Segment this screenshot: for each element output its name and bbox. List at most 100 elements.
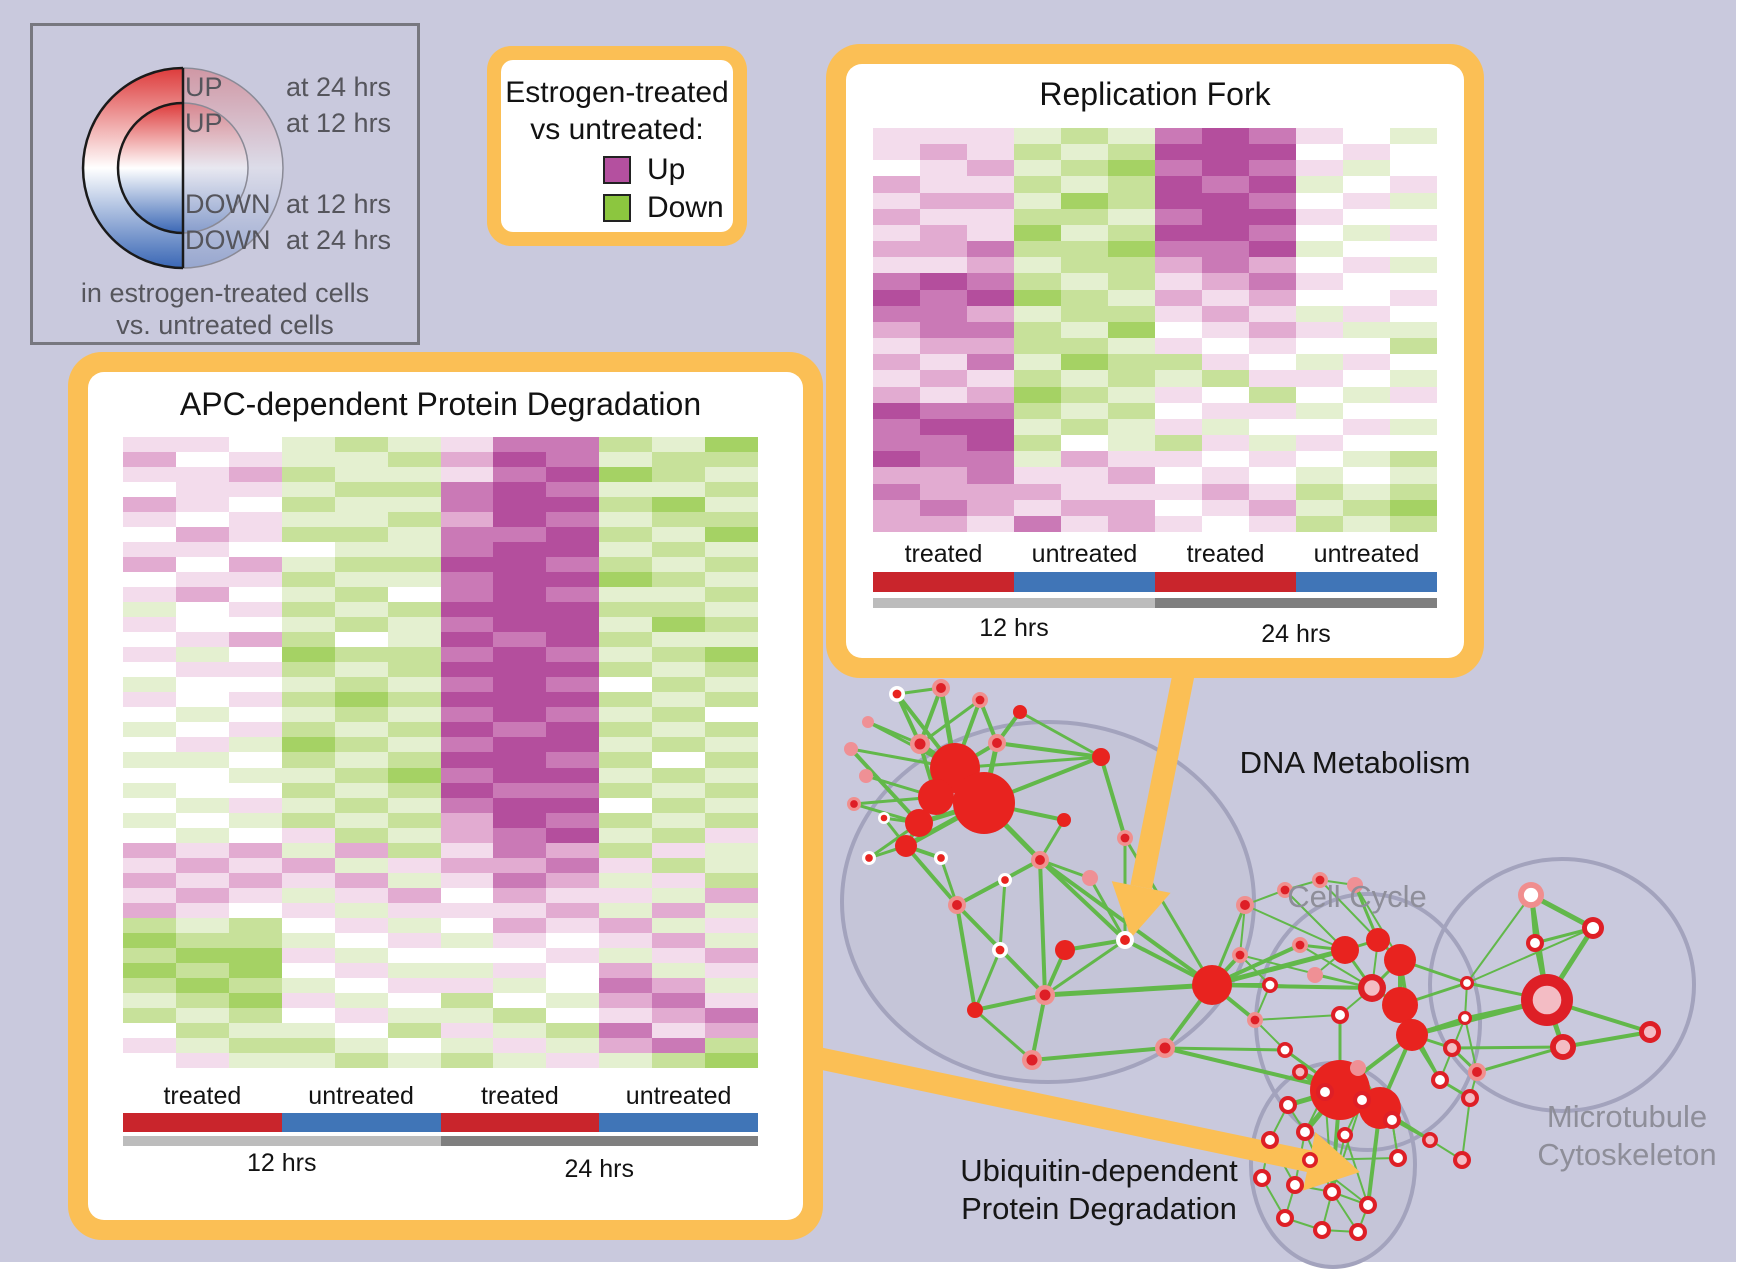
network-node-core-u16	[1305, 1155, 1315, 1165]
heat-cell	[334, 692, 388, 708]
heat-cell	[873, 160, 920, 177]
network-edge	[1466, 894, 1532, 984]
heat-cell	[599, 782, 653, 798]
heat-cell	[440, 482, 494, 498]
heat-cell	[493, 602, 547, 618]
heat-cell	[1061, 224, 1108, 242]
heat-cell	[387, 572, 441, 588]
network-node-ring-c12	[1384, 944, 1416, 976]
heat-cell	[1390, 289, 1437, 306]
sample-bar-2	[440, 1113, 600, 1132]
heat-cell	[1014, 305, 1061, 322]
heat-cell	[873, 192, 920, 209]
network-node-core-c9	[1295, 940, 1305, 950]
heat-cell	[1296, 224, 1343, 242]
heat-cell	[387, 467, 441, 483]
rf-title: Replication Fork	[1039, 76, 1271, 112]
heat-cell	[1014, 176, 1061, 193]
heat-cell	[440, 812, 494, 828]
heat-cell	[1108, 257, 1155, 274]
up24-dir: UP	[185, 72, 223, 102]
heat-cell	[440, 542, 494, 558]
heat-cell	[873, 128, 920, 145]
cluster-label-2: Microtubule Cytoskeleton	[1537, 1098, 1716, 1174]
network-node-core-u2	[1320, 1087, 1330, 1097]
heat-cell	[705, 842, 758, 858]
heat-cell	[1343, 451, 1390, 468]
heat-cell	[493, 587, 547, 603]
heat-cell	[705, 932, 758, 948]
heat-cell	[652, 932, 706, 948]
network-node-core-c1	[1240, 900, 1250, 910]
apc-panel: APC-dependent Protein Degradation treated…	[68, 352, 823, 1240]
heat-cell	[652, 632, 706, 648]
heat-cell	[1202, 257, 1249, 274]
heat-cell	[493, 557, 547, 573]
heat-cell	[334, 542, 388, 558]
network-node-core-u11	[1327, 1187, 1337, 1197]
heat-cell	[1296, 483, 1343, 500]
heat-cell	[493, 467, 547, 483]
key-title-line2: vs untreated:	[530, 113, 704, 146]
network-edge	[955, 904, 977, 1011]
down12-dir: DOWN	[185, 189, 271, 219]
up-swatch-icon	[603, 156, 631, 184]
heat-cell	[440, 1037, 494, 1053]
heat-cell	[123, 827, 176, 843]
sample-bar-1	[1014, 572, 1155, 592]
heat-cell	[493, 527, 547, 543]
heat-cell	[1202, 241, 1249, 258]
heat-cell	[387, 782, 441, 798]
heat-cell	[599, 737, 653, 753]
network-node-core-u9	[1257, 1173, 1267, 1183]
heat-cell	[1202, 483, 1249, 500]
heat-cell	[1108, 418, 1155, 436]
heat-cell	[387, 587, 441, 603]
key-title-line1: Estrogen-treated	[505, 76, 729, 109]
heat-cell	[281, 737, 335, 753]
heat-cell	[652, 617, 706, 633]
heat-cell	[1249, 354, 1296, 371]
heat-cell	[1108, 354, 1155, 371]
heat-cell	[123, 527, 176, 543]
heat-cell	[1108, 305, 1155, 322]
heat-cell	[1155, 208, 1202, 225]
heat-cell	[493, 677, 547, 693]
heat-cell	[175, 1007, 229, 1023]
heat-cell	[546, 917, 600, 933]
heat-cell	[920, 144, 967, 161]
network-node-ring-d27	[1055, 940, 1075, 960]
heat-cell	[1390, 241, 1437, 258]
heat-cell	[281, 512, 335, 528]
heat-cell	[1014, 192, 1061, 209]
group-label-1: untreated	[308, 1082, 414, 1110]
heat-cell	[175, 917, 229, 933]
heat-cell	[873, 435, 920, 452]
heat-cell	[493, 572, 547, 588]
heat-cell	[1014, 402, 1061, 419]
heat-cell	[387, 857, 441, 873]
heat-cell	[967, 176, 1014, 193]
heat-cell	[334, 437, 388, 453]
key-up-label: Up	[647, 153, 686, 186]
heat-cell	[967, 338, 1014, 355]
heat-cell	[1061, 289, 1108, 306]
heat-cell	[546, 437, 600, 453]
heat-cell	[599, 497, 653, 513]
heat-cell	[652, 842, 706, 858]
heat-cell	[1061, 418, 1108, 436]
heat-cell	[705, 557, 758, 573]
heat-cell	[599, 527, 653, 543]
heat-cell	[228, 752, 282, 768]
heat-cell	[1390, 402, 1437, 419]
heat-cell	[1343, 467, 1390, 484]
heat-cell	[175, 1022, 229, 1038]
heat-cell	[387, 542, 441, 558]
heat-cell	[228, 767, 282, 783]
network-node-core-d1	[892, 689, 902, 699]
heat-cell	[1249, 321, 1296, 339]
heat-cell	[440, 872, 494, 888]
heat-cell	[123, 662, 176, 678]
group-label-3: untreated	[625, 1082, 732, 1110]
heat-cell	[920, 515, 967, 532]
